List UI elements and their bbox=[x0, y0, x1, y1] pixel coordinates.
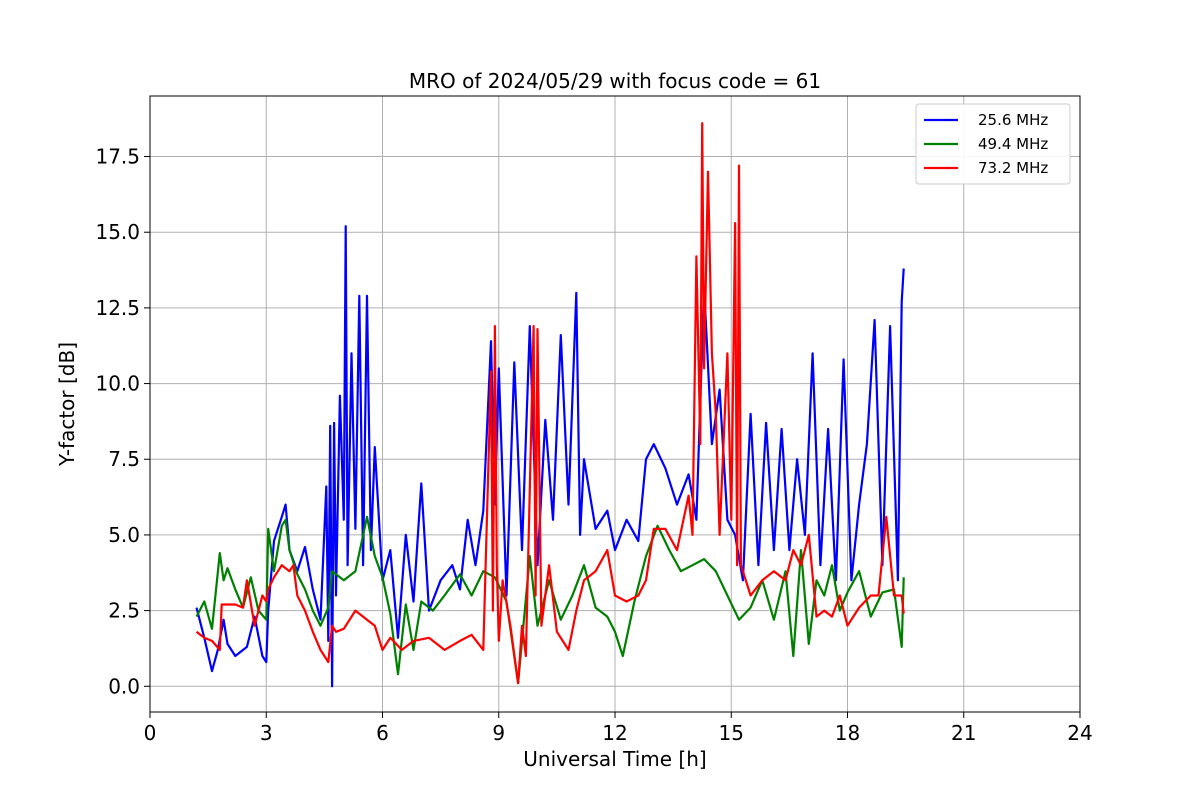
x-tick-label: 21 bbox=[951, 721, 976, 745]
y-tick-label: 2.5 bbox=[108, 599, 140, 623]
legend-label: 25.6 MHz bbox=[978, 111, 1048, 129]
series-line-2 bbox=[195, 122, 905, 685]
legend: 25.6 MHz 49.4 MHz 73.2 MHz bbox=[915, 103, 1071, 185]
series-layer bbox=[195, 122, 905, 688]
axis-ticks: 0 3 6 9 12 15 18 21 24 0.0 2.5 5.0 7.5 10.0 12.5 15.0 17… bbox=[95, 145, 1092, 745]
y-tick-label: 0.0 bbox=[108, 674, 140, 698]
y-tick-label: 17.5 bbox=[95, 145, 140, 169]
x-tick-label: 6 bbox=[376, 721, 389, 745]
y-axis-title: Y-factor [dB] bbox=[55, 342, 79, 467]
x-axis-title: Universal Time [h] bbox=[523, 747, 706, 771]
y-tick-label: 7.5 bbox=[108, 447, 140, 471]
x-tick-label: 18 bbox=[835, 721, 860, 745]
legend-label: 73.2 MHz bbox=[978, 159, 1048, 177]
legend-box bbox=[915, 103, 1071, 185]
y-tick-label: 15.0 bbox=[95, 220, 140, 244]
y-tick-label: 12.5 bbox=[95, 296, 140, 320]
x-tick-label: 0 bbox=[144, 721, 157, 745]
y-tick-label: 5.0 bbox=[108, 523, 140, 547]
chart-title: MRO of 2024/05/29 with focus code = 61 bbox=[409, 69, 821, 93]
x-tick-label: 12 bbox=[602, 721, 627, 745]
x-tick-label: 24 bbox=[1067, 721, 1092, 745]
x-tick-label: 3 bbox=[260, 721, 273, 745]
legend-label: 49.4 MHz bbox=[978, 135, 1048, 153]
x-tick-label: 9 bbox=[492, 721, 505, 745]
y-tick-label: 10.0 bbox=[95, 372, 140, 396]
x-tick-label: 15 bbox=[719, 721, 744, 745]
